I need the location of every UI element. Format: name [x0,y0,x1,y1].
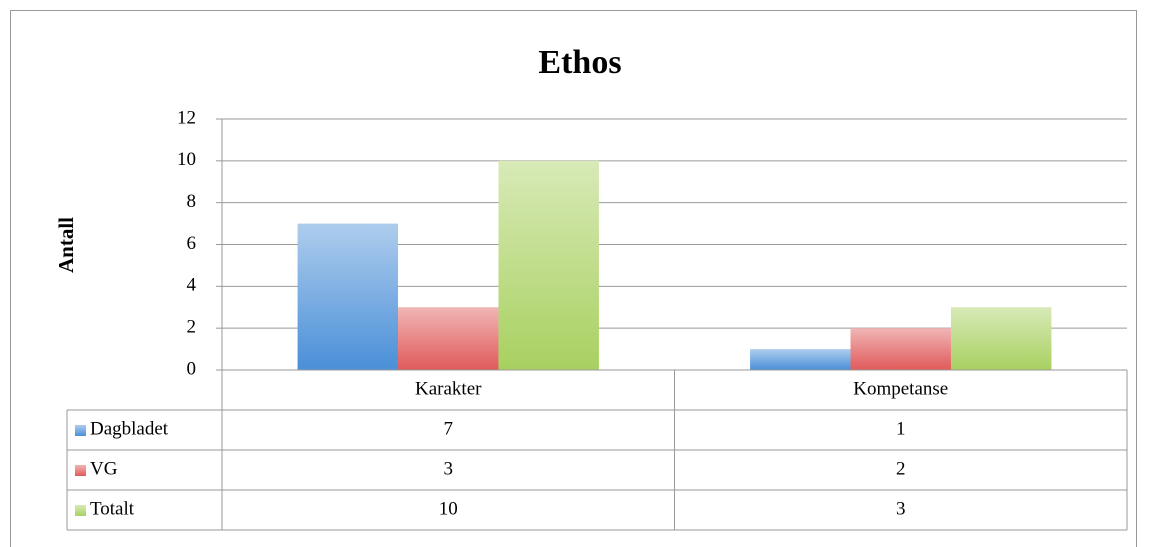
x-tick-label: Karakter [415,378,482,399]
y-axis-label: Antall [54,217,78,273]
table-value: 7 [444,418,454,439]
legend-label: VG [90,458,118,479]
y-tick-label: 6 [187,233,197,254]
bar [498,160,599,370]
bar [750,349,851,370]
table-value: 3 [444,458,454,479]
legend-label: Dagbladet [90,418,169,439]
y-tick-label: 2 [187,317,197,338]
bar [950,307,1052,370]
table-value: 3 [896,498,906,519]
y-tick-label: 12 [177,107,196,128]
legend-key [75,425,86,436]
bar [297,223,399,370]
y-tick-label: 8 [187,191,197,212]
y-tick-label: 4 [187,275,197,296]
y-tick-label: 0 [187,358,197,379]
legend-key [75,505,86,516]
legend-label: Totalt [90,498,135,519]
bar [398,307,499,370]
table-value: 10 [439,498,458,519]
table-value: 1 [896,418,906,439]
bar [850,328,951,370]
chart-title: Ethos [538,44,621,81]
y-tick-label: 10 [177,149,196,170]
x-tick-label: Kompetanse [853,378,948,399]
table-value: 2 [896,458,906,479]
legend-key [75,465,86,476]
